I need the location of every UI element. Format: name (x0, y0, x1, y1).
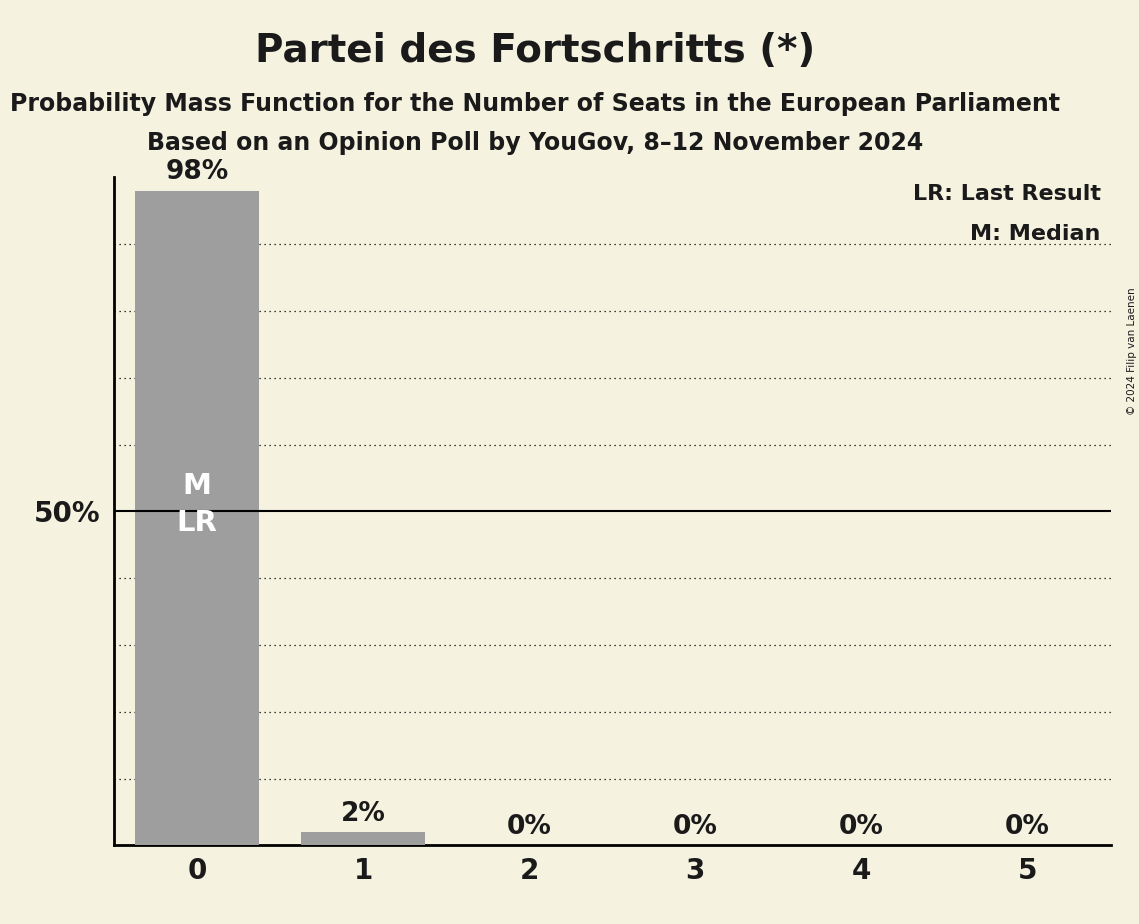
Text: Based on an Opinion Poll by YouGov, 8–12 November 2024: Based on an Opinion Poll by YouGov, 8–12… (147, 131, 924, 155)
Bar (134, 190, 260, 845)
Text: 0%: 0% (507, 814, 551, 840)
Text: 0%: 0% (673, 814, 718, 840)
Text: Probability Mass Function for the Number of Seats in the European Parliament: Probability Mass Function for the Number… (10, 92, 1060, 116)
Text: M: Median: M: Median (970, 225, 1100, 244)
Text: Partei des Fortschritts (*): Partei des Fortschritts (*) (255, 32, 816, 70)
Text: © 2024 Filip van Laenen: © 2024 Filip van Laenen (1126, 287, 1137, 415)
Text: 0%: 0% (839, 814, 884, 840)
Bar (301, 833, 425, 845)
Text: LR: Last Result: LR: Last Result (912, 184, 1100, 204)
Text: 98%: 98% (165, 160, 229, 186)
Text: 0%: 0% (1005, 814, 1050, 840)
Text: M
LR: M LR (177, 472, 218, 537)
Text: 2%: 2% (341, 801, 385, 827)
